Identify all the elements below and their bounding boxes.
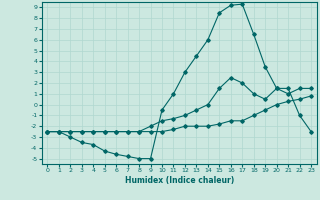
X-axis label: Humidex (Indice chaleur): Humidex (Indice chaleur) (124, 176, 234, 185)
